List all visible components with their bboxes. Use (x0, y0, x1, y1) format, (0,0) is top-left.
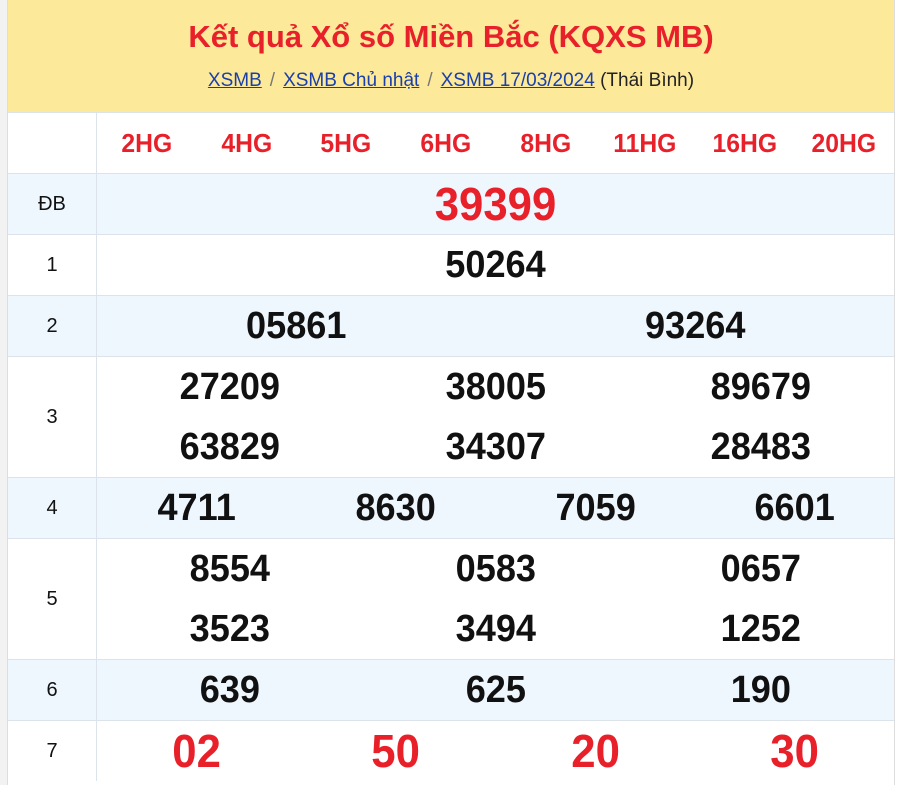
prize-number: 7059 (554, 486, 636, 529)
prize-number: 6601 (754, 486, 835, 529)
prize-number: 1252 (720, 607, 802, 650)
prize-number: 38005 (445, 365, 546, 408)
prize-number: 93264 (644, 304, 745, 347)
results-table: Kết quả Xổ số Miền Bắc (KQXS MB) XSMB / XS… (7, 0, 895, 785)
breadcrumb: XSMB / XSMB Chủ nhật / XSMB 17/03/2024 (Thái… (8, 70, 894, 92)
prize-number: 89679 (710, 365, 812, 408)
prize-row: 5 8554 0583 0657 3523 3494 1252 (8, 538, 894, 659)
prize-number: 625 (465, 668, 526, 711)
prize-row: 3 27209 38005 89679 63829 34307 28483 (8, 356, 894, 477)
prize-number: 3523 (189, 607, 270, 650)
prize-number: 639 (199, 668, 260, 711)
breadcrumb-separator: / (427, 70, 433, 91)
prize-number: 02 (172, 725, 221, 777)
prize-number: 05861 (246, 304, 347, 347)
codes-row: 2HG 4HG 5HG 6HG 8HG 11HG 16HG 20HG (8, 112, 894, 173)
special-code: 16HG (712, 127, 777, 158)
prize-row: 6 639 625 190 (8, 659, 894, 720)
prize-number: 0657 (720, 547, 802, 590)
prize-label: 5 (8, 539, 97, 659)
results-header: Kết quả Xổ số Miền Bắc (KQXS MB) XSMB / XS… (8, 0, 894, 112)
special-code: 5HG (320, 127, 372, 158)
prize-row: 1 50264 (8, 234, 894, 295)
prize-row: 2 05861 93264 (8, 295, 894, 356)
prize-row: 4 4711 8630 7059 6601 (8, 477, 894, 538)
codes-label-cell (8, 113, 97, 173)
prize-number: 8630 (355, 486, 437, 529)
special-code: 4HG (221, 127, 272, 158)
prize-number: 34307 (445, 425, 546, 468)
prize-number: 27209 (179, 365, 281, 408)
special-code: 20HG (811, 127, 877, 158)
prize-number: 4711 (157, 486, 236, 529)
prize-number: 20 (570, 725, 620, 777)
prize-number: 39399 (434, 178, 557, 230)
breadcrumb-xsmb-date[interactable]: XSMB 17/03/2024 (440, 70, 595, 91)
prize-label: 3 (8, 357, 97, 477)
prize-label: 7 (8, 721, 97, 781)
prize-number: 0583 (455, 547, 536, 590)
prize-label: ĐB (8, 174, 97, 234)
prize-label: 2 (8, 296, 97, 356)
prize-number: 50 (371, 725, 421, 777)
prize-label: 6 (8, 660, 97, 720)
breadcrumb-xsmb-sunday[interactable]: XSMB Chủ nhật (283, 70, 420, 91)
prize-label: 4 (8, 478, 97, 538)
special-code: 11HG (613, 127, 677, 158)
prize-number: 63829 (179, 425, 281, 468)
special-code: 2HG (121, 127, 173, 158)
breadcrumb-xsmb[interactable]: XSMB (207, 70, 262, 91)
province-label: (Thái Bình) (600, 70, 695, 91)
prize-number: 190 (731, 668, 792, 711)
prize-number: 50264 (445, 243, 546, 286)
special-code: 8HG (519, 127, 571, 158)
prize-number: 8554 (189, 547, 270, 590)
special-code: 6HG (420, 127, 472, 158)
prize-row: ĐB 39399 (8, 173, 894, 234)
page-edge (0, 0, 7, 785)
prize-number: 30 (770, 725, 819, 777)
page-title: Kết quả Xổ số Miền Bắc (KQXS MB) (188, 19, 714, 54)
prize-number: 28483 (710, 425, 812, 468)
prize-label: 1 (8, 235, 97, 295)
prize-number: 3494 (455, 607, 536, 650)
breadcrumb-separator: / (269, 70, 276, 91)
prize-row: 7 02 50 20 30 (8, 720, 894, 781)
